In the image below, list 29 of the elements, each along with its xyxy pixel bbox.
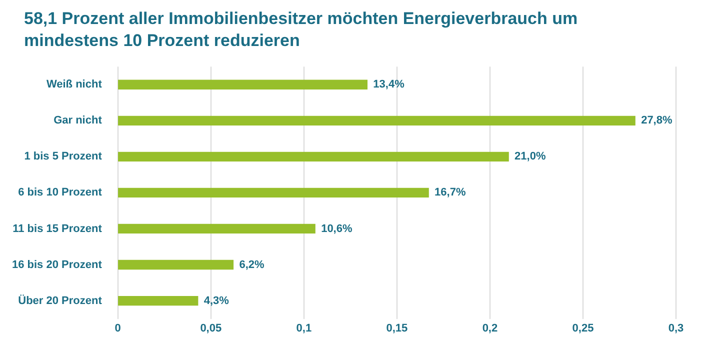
- x-tick-label: 0,2: [482, 322, 498, 334]
- x-tick-label: 0,1: [296, 322, 312, 334]
- bar: [118, 80, 368, 90]
- x-tick-label: 0: [114, 322, 121, 334]
- data-label: 4,3%: [204, 294, 230, 307]
- bar: [118, 296, 198, 306]
- y-tick-label: Über 20 Prozent: [18, 294, 102, 307]
- data-label: 16,7%: [434, 186, 466, 199]
- chart-title: 58,1 Prozent aller Immobilienbesitzer möchten Energieverbrauch um mindestens 10 Prozent reduzieren: [24, 8, 579, 52]
- x-tick-label: 0,15: [386, 322, 408, 334]
- data-label: 10,6%: [321, 222, 352, 235]
- y-tick-label: 11 bis 15 Prozent: [12, 222, 102, 235]
- bar: [118, 224, 316, 234]
- x-tick-label: 0,05: [200, 322, 222, 334]
- data-label: 6,2%: [239, 258, 265, 271]
- bar: [118, 188, 429, 198]
- data-label: 21,0%: [514, 150, 546, 163]
- bar: [118, 260, 234, 270]
- y-tick-label: 16 bis 20 Prozent: [12, 258, 102, 271]
- x-tick-label: 0,25: [572, 322, 594, 334]
- data-label: 13,4%: [373, 78, 405, 91]
- data-label: 27,8%: [641, 114, 672, 127]
- bar: [118, 116, 636, 126]
- x-tick-label: 0,3: [668, 322, 684, 334]
- bar: [118, 152, 509, 162]
- y-tick-label: 1 bis 5 Prozent: [24, 150, 102, 163]
- y-tick-label: 6 bis 10 Prozent: [18, 186, 102, 199]
- y-tick-label: Weiß nicht: [46, 78, 102, 91]
- y-tick-label: Gar nicht: [54, 114, 102, 127]
